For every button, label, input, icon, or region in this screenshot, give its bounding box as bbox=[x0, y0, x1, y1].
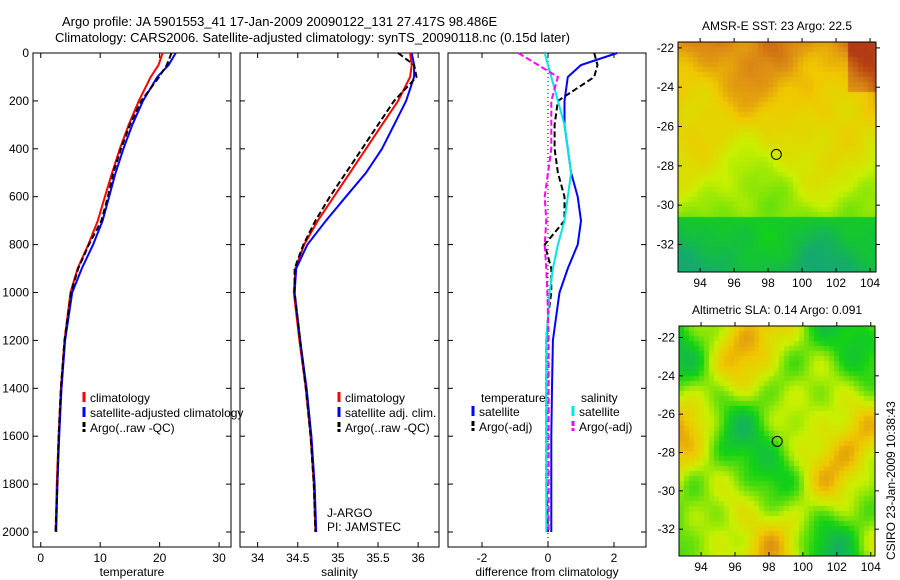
annotation-label: J-ARGO bbox=[327, 506, 372, 520]
series-line-argo-raw-qc- bbox=[54, 52, 173, 533]
y-tick-label: 2000 bbox=[2, 525, 29, 539]
legend-label: Argo(-adj) bbox=[579, 420, 632, 434]
y-tick-label: -24 bbox=[657, 80, 675, 94]
y-tick-label: -30 bbox=[658, 484, 676, 498]
legend-label: Argo(..raw -QC) bbox=[345, 421, 430, 435]
plot-frame-salinity bbox=[239, 52, 440, 548]
x-tick-label: 2 bbox=[611, 551, 618, 565]
x-tick-label: 35.5 bbox=[366, 551, 390, 565]
y-tick-label: -32 bbox=[658, 522, 676, 536]
y-tick-label: 600 bbox=[9, 190, 29, 204]
x-axis-label: salinity bbox=[321, 565, 358, 579]
y-tick-label: -28 bbox=[657, 159, 675, 173]
x-axis-label: temperature bbox=[100, 565, 165, 579]
map-title: Altimetric SLA: 0.14 Argo: 0.091 bbox=[692, 303, 862, 317]
y-tick-label: 1400 bbox=[2, 381, 29, 395]
map-frame-sst-map bbox=[677, 41, 877, 273]
y-tick-label: -30 bbox=[657, 198, 675, 212]
legend-label: Argo(..raw -QC) bbox=[90, 421, 175, 435]
y-tick-label: -24 bbox=[658, 369, 676, 383]
x-tick-label: 34.5 bbox=[286, 551, 310, 565]
x-tick-label: -2 bbox=[477, 551, 488, 565]
y-tick-label: 1600 bbox=[2, 429, 29, 443]
x-tick-label: 104 bbox=[861, 560, 881, 574]
x-tick-label: 98 bbox=[762, 560, 776, 574]
x-tick-label: 102 bbox=[827, 560, 847, 574]
y-tick-label: -26 bbox=[658, 407, 676, 421]
x-tick-label: 98 bbox=[761, 276, 775, 290]
annotation-label: PI: JAMSTEC bbox=[327, 520, 401, 534]
legend-group-title: temperature bbox=[481, 391, 546, 405]
series-line-argo-raw-qc- bbox=[293, 52, 418, 533]
x-tick-label: 10 bbox=[94, 551, 108, 565]
legend-label: satellite bbox=[579, 405, 620, 419]
y-tick-label: 1000 bbox=[2, 286, 29, 300]
plot-frame-temperature bbox=[32, 52, 232, 548]
legend-label: satellite-adjusted climatology bbox=[90, 406, 243, 420]
series-line-temperature-satellite bbox=[550, 52, 618, 532]
x-tick-label: 30 bbox=[212, 551, 226, 565]
x-tick-label: 20 bbox=[153, 551, 167, 565]
y-tick-label: 200 bbox=[9, 94, 29, 108]
x-tick-label: 94 bbox=[694, 560, 708, 574]
x-tick-label: 104 bbox=[860, 276, 880, 290]
x-tick-label: 100 bbox=[793, 560, 813, 574]
plot-frame-difference bbox=[447, 52, 647, 548]
legend-label: climatology bbox=[345, 391, 405, 405]
x-tick-label: 36 bbox=[411, 551, 425, 565]
map-title: AMSR-E SST: 23 Argo: 22.5 bbox=[702, 19, 852, 33]
title-line-1: Argo profile: JA 5901553_41 17-Jan-2009 … bbox=[62, 14, 498, 29]
y-tick-label: -26 bbox=[657, 120, 675, 134]
y-tick-label: -28 bbox=[658, 446, 676, 460]
x-tick-label: 96 bbox=[728, 560, 742, 574]
series-line-salinity-argo-adj- bbox=[517, 52, 560, 532]
y-tick-label: 0 bbox=[22, 46, 29, 60]
x-tick-label: 35 bbox=[331, 551, 345, 565]
legend-label: satellite bbox=[479, 405, 520, 419]
x-tick-label: 96 bbox=[727, 276, 741, 290]
x-axis-label: difference from climatology bbox=[475, 565, 618, 579]
x-tick-label: 100 bbox=[792, 276, 812, 290]
y-tick-label: -22 bbox=[657, 41, 675, 55]
argo-location-marker bbox=[771, 435, 783, 447]
x-tick-label: 34 bbox=[251, 551, 265, 565]
legend-group-title: salinity bbox=[581, 391, 618, 405]
y-tick-label: 1800 bbox=[2, 477, 29, 491]
sla-heatmap bbox=[679, 326, 875, 556]
credit-label: CSIRO 23-Jan-2009 10:38:43 bbox=[884, 401, 898, 560]
legend-label: climatology bbox=[90, 391, 150, 405]
y-tick-label: 800 bbox=[9, 238, 29, 252]
legend-label: satellite adj. clim. bbox=[345, 406, 436, 420]
x-tick-label: 0 bbox=[37, 551, 44, 565]
y-tick-label: 400 bbox=[9, 142, 29, 156]
legend-label: Argo(-adj) bbox=[479, 420, 532, 434]
sst-heatmap bbox=[678, 42, 876, 272]
x-tick-label: 0 bbox=[545, 551, 552, 565]
y-tick-label: -22 bbox=[658, 331, 676, 345]
title-line-2: Climatology: CARS2006. Satellite-adjuste… bbox=[55, 30, 570, 45]
y-tick-label: -32 bbox=[657, 237, 675, 251]
series-line-salinity-satellite bbox=[543, 52, 573, 532]
argo-location-marker bbox=[770, 148, 782, 160]
y-tick-label: 1200 bbox=[2, 333, 29, 347]
x-tick-label: 102 bbox=[826, 276, 846, 290]
x-tick-label: 94 bbox=[693, 276, 707, 290]
map-frame-sla-map bbox=[678, 325, 876, 557]
